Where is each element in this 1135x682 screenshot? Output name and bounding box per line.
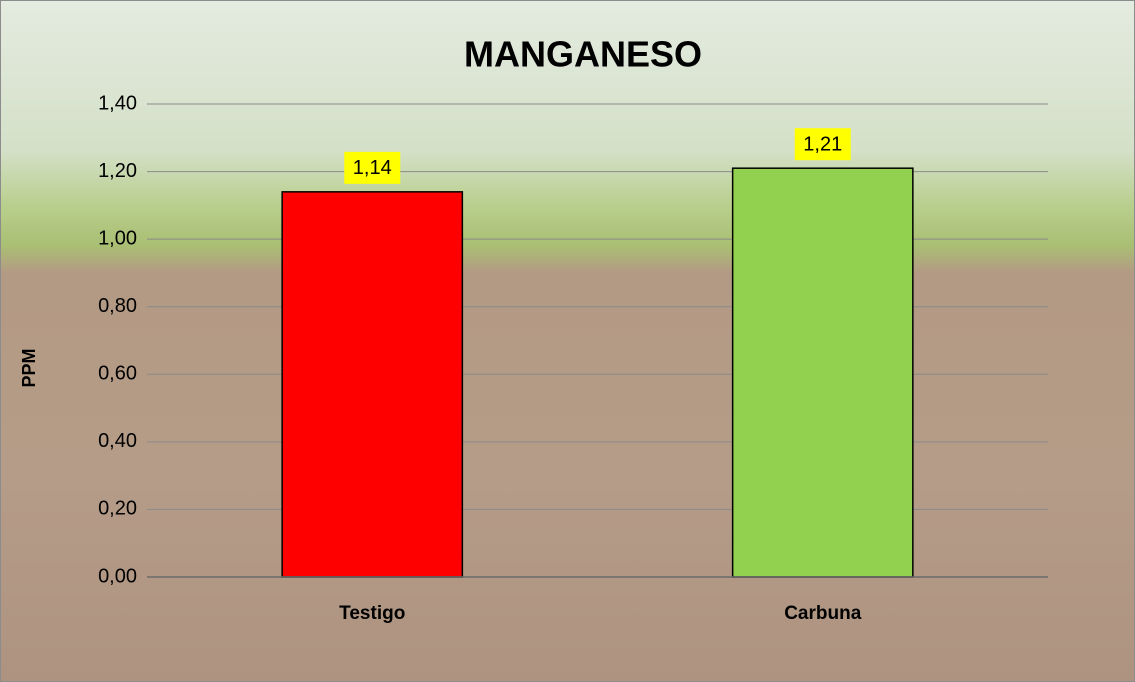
bar [282,192,462,577]
x-tick-label: Testigo [339,603,405,624]
x-tick-label: Carbuna [784,603,862,624]
y-tick-label: 1,20 [98,160,137,182]
data-label: 1,14 [353,157,392,179]
y-axis-label: PPM [19,348,39,387]
y-tick-label: 0,20 [98,498,137,520]
chart: MANGANESO PPM 0,00 0,20 0,40 0,60 0,80 1,00 1,… [0,0,1135,682]
y-tick-label: 0,00 [98,565,137,587]
data-label: 1,21 [803,133,842,155]
y-tick-label: 1,00 [98,227,137,249]
y-tick-label: 0,80 [98,295,137,317]
chart-title: MANGANESO [464,34,702,75]
y-tick-label: 1,40 [98,92,137,114]
chart-background [1,1,1135,682]
page: MANGANESO PPM 0,00 0,20 0,40 0,60 0,80 1,00 1,… [0,0,1135,682]
bar [733,168,913,577]
y-tick-label: 0,60 [98,363,137,385]
y-tick-label: 0,40 [98,430,137,452]
